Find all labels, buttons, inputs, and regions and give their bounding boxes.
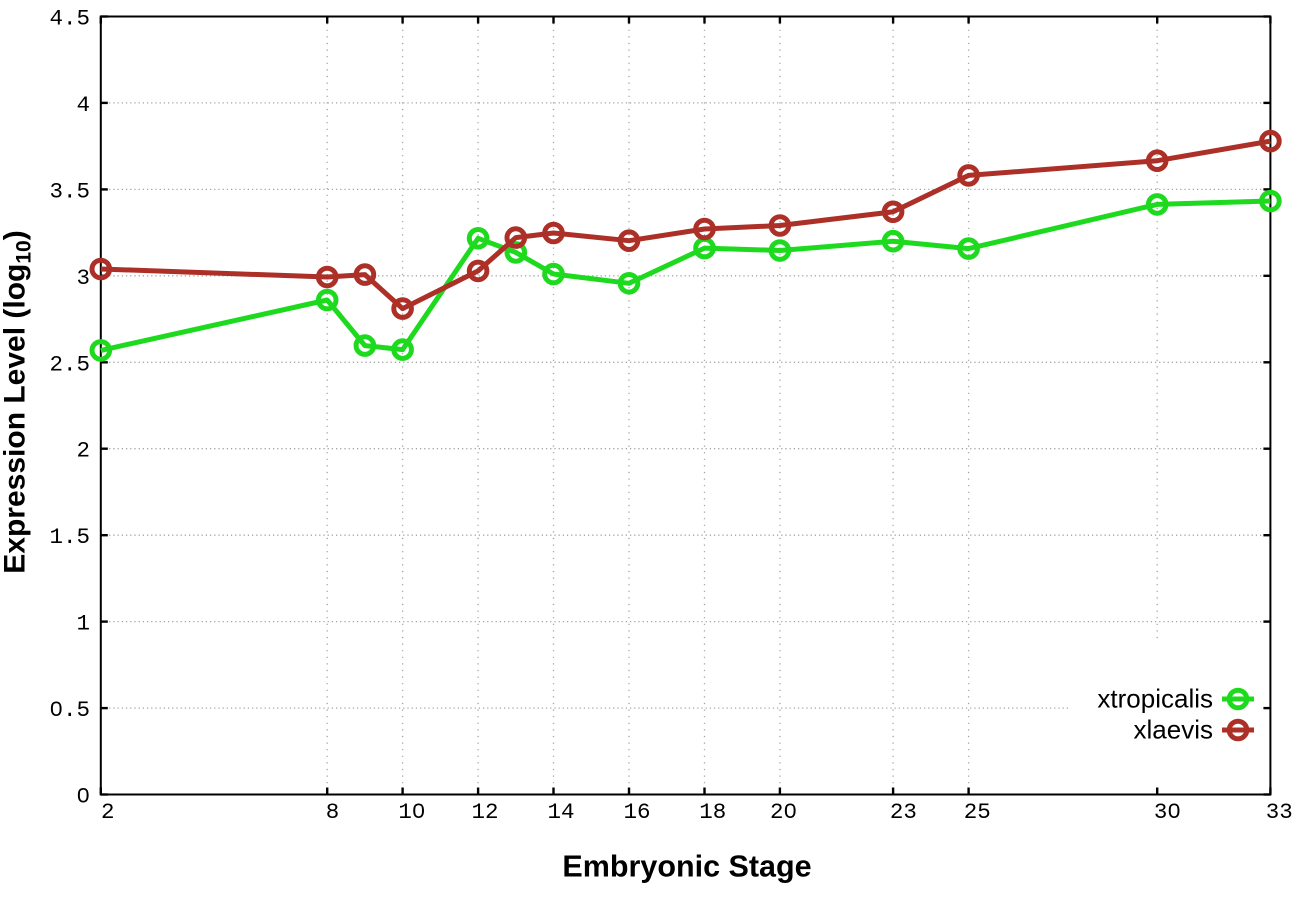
svg-text:2: 2 — [76, 438, 90, 464]
svg-text:14: 14 — [547, 799, 574, 825]
svg-text:1.5: 1.5 — [49, 524, 90, 550]
svg-text:16: 16 — [623, 799, 650, 825]
svg-text:25: 25 — [964, 799, 991, 825]
svg-text:18: 18 — [699, 799, 726, 825]
svg-text:2: 2 — [101, 799, 115, 825]
svg-text:Expression Level (log10): Expression Level (log10) — [0, 230, 36, 573]
svg-text:2.5: 2.5 — [49, 351, 90, 377]
svg-text:1: 1 — [76, 611, 90, 637]
svg-text:3: 3 — [76, 265, 90, 291]
svg-text:xtropicalis: xtropicalis — [1097, 684, 1213, 714]
svg-text:8: 8 — [326, 799, 340, 825]
svg-text:4.5: 4.5 — [49, 6, 90, 32]
svg-text:12: 12 — [471, 799, 498, 825]
svg-text:33: 33 — [1266, 799, 1293, 825]
svg-text:xlaevis: xlaevis — [1134, 715, 1213, 745]
svg-text:3.5: 3.5 — [49, 178, 90, 204]
svg-text:4: 4 — [76, 92, 90, 118]
svg-text:Embryonic Stage: Embryonic Stage — [562, 850, 811, 884]
svg-text:23: 23 — [890, 799, 917, 825]
